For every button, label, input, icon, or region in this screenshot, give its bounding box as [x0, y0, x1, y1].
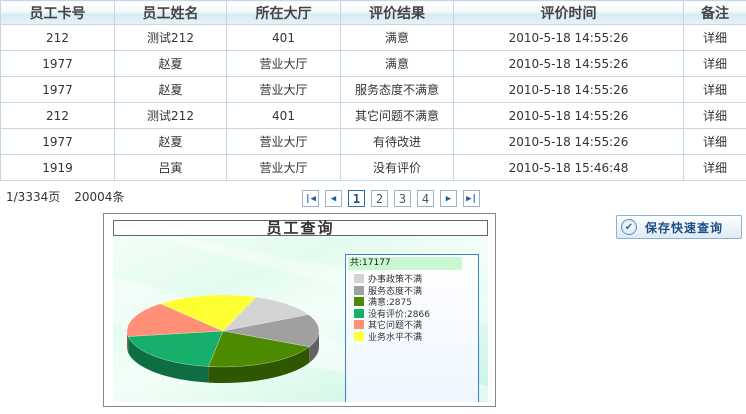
cell-name: 测试212 — [114, 24, 227, 51]
detail-link[interactable]: 详细 — [683, 24, 746, 51]
legend-item: 其它问题不满 — [354, 319, 430, 331]
legend-label: 满意:2875 — [368, 298, 412, 309]
header-card-no[interactable]: 员工卡号 — [0, 0, 115, 25]
legend-label: 业务水平不满 — [368, 332, 423, 343]
table-row: 212 测试212 401 其它问题不满意 2010-5-18 14:55:26… — [0, 102, 746, 129]
detail-link[interactable]: 详细 — [683, 50, 746, 77]
pie-slice — [159, 294, 257, 332]
pie-slice — [222, 314, 320, 348]
legend-item: 服务态度不满 — [354, 285, 430, 297]
page-count: 1/3334页 — [6, 190, 61, 204]
cell-result: 满意 — [340, 24, 454, 51]
first-page-button[interactable]: |◀ — [302, 190, 319, 207]
cell-time: 2010-5-18 14:55:26 — [453, 128, 684, 155]
cell-time: 2010-5-18 14:55:26 — [453, 50, 684, 77]
detail-link[interactable]: 详细 — [683, 154, 746, 181]
cell-card: 212 — [0, 24, 115, 51]
legend-list: 办事政策不满 服务态度不满 满意:2875 没有评价:2866 其它问题不满 业务水平不满 — [354, 273, 430, 343]
cell-card: 212 — [0, 102, 115, 129]
legend-swatch — [354, 308, 364, 318]
legend-item: 办事政策不满 — [354, 273, 430, 285]
cell-card: 1919 — [0, 154, 115, 181]
chart-area: 共:17177 办事政策不满 服务态度不满 满意:2875 没有评价:2866 其它问题… — [113, 236, 488, 402]
pie-slice — [126, 303, 224, 337]
legend-label: 服务态度不满 — [368, 286, 423, 297]
header-time[interactable]: 评价时间 — [453, 0, 684, 25]
evaluation-table: 员工卡号 员工姓名 所在大厅 评价结果 评价时间 备注 212 测试212 40… — [0, 0, 746, 181]
table-row: 1977 赵夏 营业大厅 有待改进 2010-5-18 14:55:26 详细 — [0, 128, 746, 155]
cell-result: 有待改进 — [340, 128, 454, 155]
header-note[interactable]: 备注 — [683, 0, 746, 25]
legend-item: 没有评价:2866 — [354, 308, 430, 320]
pie-slice-side — [208, 346, 310, 383]
chart-panel: 员工查询 共:17177 办事政策不满 服务态度不满 满意:2875 没有评价:286… — [103, 213, 496, 407]
check-circle-icon: ✔ — [621, 219, 637, 235]
page-button-4[interactable]: 4 — [417, 190, 434, 207]
table-row: 212 测试212 401 满意 2010-5-18 14:55:26 详细 — [0, 24, 746, 51]
cell-name: 吕寅 — [114, 154, 227, 181]
save-quick-query-button[interactable]: ✔ 保存快速查询 — [616, 215, 742, 239]
cell-hall: 营业大厅 — [226, 76, 341, 103]
legend-swatch — [354, 274, 364, 284]
pie-slice — [222, 296, 310, 332]
legend-item: 满意:2875 — [354, 296, 430, 308]
save-quick-query-label: 保存快速查询 — [645, 220, 724, 235]
chart-legend: 共:17177 办事政策不满 服务态度不满 满意:2875 没有评价:2866 其它问题… — [345, 254, 479, 402]
pie-slice — [127, 330, 224, 367]
prev-page-button[interactable]: ◀ — [325, 190, 342, 207]
page-button-2[interactable]: 2 — [371, 190, 388, 207]
pager: |◀ ◀ 1 2 3 4 ▶ ▶| — [302, 190, 480, 207]
cell-card: 1977 — [0, 50, 115, 77]
table-row: 1919 吕寅 营业大厅 没有评价 2010-5-18 15:46:48 详细 — [0, 154, 746, 181]
cell-result: 其它问题不满意 — [340, 102, 454, 129]
cell-hall: 401 — [226, 102, 341, 129]
table-row: 1977 赵夏 营业大厅 服务态度不满意 2010-5-18 14:55:26 … — [0, 76, 746, 103]
cell-time: 2010-5-18 15:46:48 — [453, 154, 684, 181]
cell-hall: 401 — [226, 24, 341, 51]
cell-time: 2010-5-18 14:55:26 — [453, 24, 684, 51]
legend-label: 没有评价:2866 — [368, 309, 430, 320]
page-button-3[interactable]: 3 — [394, 190, 411, 207]
next-page-button[interactable]: ▶ — [440, 190, 457, 207]
cell-name: 赵夏 — [114, 50, 227, 77]
pie-slice-side — [128, 336, 209, 383]
table-row: 1977 赵夏 营业大厅 满意 2010-5-18 14:55:26 详细 — [0, 50, 746, 77]
cell-time: 2010-5-18 14:55:26 — [453, 76, 684, 103]
chart-panel-title: 员工查询 — [113, 220, 488, 236]
legend-label: 办事政策不满 — [368, 275, 423, 286]
page-button-1[interactable]: 1 — [348, 190, 365, 207]
cell-hall: 营业大厅 — [226, 154, 341, 181]
detail-link[interactable]: 详细 — [683, 128, 746, 155]
cell-name: 赵夏 — [114, 128, 227, 155]
cell-card: 1977 — [0, 76, 115, 103]
legend-swatch — [354, 331, 364, 341]
last-page-button[interactable]: ▶| — [463, 190, 480, 207]
header-result[interactable]: 评价结果 — [340, 0, 454, 25]
legend-swatch — [354, 297, 364, 307]
cell-time: 2010-5-18 14:55:26 — [453, 102, 684, 129]
pie-slice-side — [309, 331, 319, 363]
legend-swatch — [354, 285, 364, 295]
cell-result: 满意 — [340, 50, 454, 77]
cell-hall: 营业大厅 — [226, 50, 341, 77]
page-info: 1/3334页 20004条 — [6, 188, 138, 205]
cell-name: 测试212 — [114, 102, 227, 129]
cell-hall: 营业大厅 — [226, 128, 341, 155]
chart-total: 共:17177 — [348, 257, 462, 270]
detail-link[interactable]: 详细 — [683, 102, 746, 129]
legend-item: 业务水平不满 — [354, 331, 430, 343]
legend-swatch — [354, 320, 364, 330]
header-name[interactable]: 员工姓名 — [114, 0, 227, 25]
cell-card: 1977 — [0, 128, 115, 155]
legend-label: 其它问题不满 — [368, 321, 423, 332]
record-count: 20004条 — [74, 190, 125, 204]
cell-result: 服务态度不满意 — [340, 76, 454, 103]
cell-result: 没有评价 — [340, 154, 454, 181]
header-hall[interactable]: 所在大厅 — [226, 0, 341, 25]
pie-slice — [207, 330, 310, 368]
cell-name: 赵夏 — [114, 76, 227, 103]
detail-link[interactable]: 详细 — [683, 76, 746, 103]
table-header-row: 员工卡号 员工姓名 所在大厅 评价结果 评价时间 备注 — [0, 0, 746, 25]
